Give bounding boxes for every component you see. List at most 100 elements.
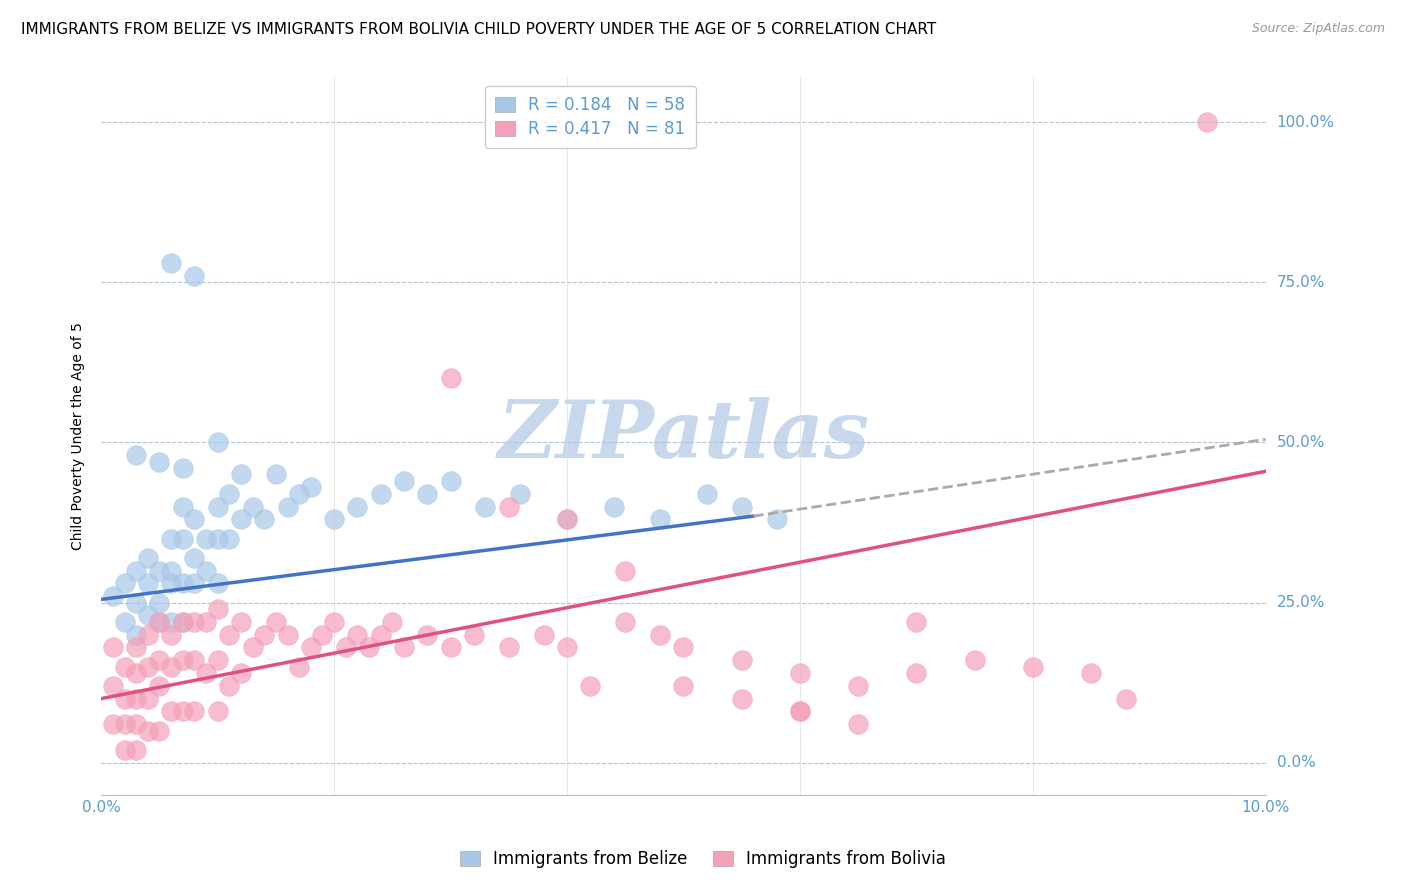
Point <box>229 467 252 482</box>
Point <box>579 679 602 693</box>
Point <box>439 640 461 655</box>
Point <box>172 615 194 629</box>
Point <box>172 576 194 591</box>
Point <box>1115 691 1137 706</box>
Point <box>172 500 194 514</box>
Point <box>346 500 368 514</box>
Point <box>229 615 252 629</box>
Legend: Immigrants from Belize, Immigrants from Bolivia: Immigrants from Belize, Immigrants from … <box>453 844 953 875</box>
Point <box>160 627 183 641</box>
Point <box>183 268 205 283</box>
Point <box>1022 659 1045 673</box>
Point <box>136 550 159 565</box>
Point <box>136 627 159 641</box>
Point <box>160 705 183 719</box>
Point <box>148 455 170 469</box>
Point <box>101 717 124 731</box>
Point <box>114 615 136 629</box>
Text: 25.0%: 25.0% <box>1277 595 1324 610</box>
Point <box>207 705 229 719</box>
Text: 50.0%: 50.0% <box>1277 435 1324 450</box>
Y-axis label: Child Poverty Under the Age of 5: Child Poverty Under the Age of 5 <box>72 322 86 550</box>
Point <box>183 576 205 591</box>
Point <box>650 512 672 526</box>
Point <box>730 691 752 706</box>
Point <box>125 564 148 578</box>
Point <box>136 659 159 673</box>
Point <box>264 467 287 482</box>
Text: 75.0%: 75.0% <box>1277 275 1324 290</box>
Point <box>160 576 183 591</box>
Point <box>509 486 531 500</box>
Point <box>218 679 240 693</box>
Text: 0.0%: 0.0% <box>1277 756 1316 770</box>
Point <box>148 564 170 578</box>
Point <box>730 500 752 514</box>
Point <box>172 532 194 546</box>
Point <box>474 500 496 514</box>
Point <box>172 705 194 719</box>
Text: IMMIGRANTS FROM BELIZE VS IMMIGRANTS FROM BOLIVIA CHILD POVERTY UNDER THE AGE OF: IMMIGRANTS FROM BELIZE VS IMMIGRANTS FRO… <box>21 22 936 37</box>
Point <box>160 532 183 546</box>
Point <box>392 640 415 655</box>
Point <box>370 486 392 500</box>
Point <box>148 615 170 629</box>
Point <box>789 705 811 719</box>
Point <box>101 640 124 655</box>
Point <box>207 435 229 450</box>
Point <box>963 653 986 667</box>
Point <box>730 653 752 667</box>
Point <box>846 717 869 731</box>
Point <box>498 640 520 655</box>
Point <box>533 627 555 641</box>
Text: ZIPatlas: ZIPatlas <box>498 397 869 475</box>
Point <box>288 486 311 500</box>
Point <box>229 512 252 526</box>
Point <box>439 474 461 488</box>
Point <box>172 615 194 629</box>
Point <box>323 615 346 629</box>
Point <box>905 615 928 629</box>
Point <box>125 596 148 610</box>
Point <box>195 532 218 546</box>
Point <box>253 512 276 526</box>
Point <box>160 615 183 629</box>
Point <box>614 564 637 578</box>
Point <box>672 640 695 655</box>
Point <box>160 256 183 270</box>
Point <box>242 500 264 514</box>
Point <box>172 653 194 667</box>
Point <box>498 500 520 514</box>
Point <box>789 666 811 681</box>
Point <box>183 512 205 526</box>
Point <box>183 653 205 667</box>
Point <box>229 666 252 681</box>
Point <box>114 691 136 706</box>
Text: 100.0%: 100.0% <box>1277 115 1334 129</box>
Point <box>346 627 368 641</box>
Point <box>1080 666 1102 681</box>
Point <box>125 717 148 731</box>
Point <box>125 743 148 757</box>
Point <box>172 461 194 475</box>
Point <box>125 627 148 641</box>
Point <box>160 564 183 578</box>
Point <box>136 608 159 623</box>
Point <box>392 474 415 488</box>
Point <box>242 640 264 655</box>
Point <box>114 743 136 757</box>
Point <box>416 627 439 641</box>
Point <box>207 602 229 616</box>
Point <box>101 589 124 603</box>
Point <box>125 666 148 681</box>
Point <box>555 512 578 526</box>
Point <box>288 659 311 673</box>
Point <box>789 705 811 719</box>
Point <box>136 691 159 706</box>
Point <box>614 615 637 629</box>
Point <box>183 615 205 629</box>
Point <box>218 532 240 546</box>
Point <box>218 627 240 641</box>
Point <box>148 596 170 610</box>
Point <box>370 627 392 641</box>
